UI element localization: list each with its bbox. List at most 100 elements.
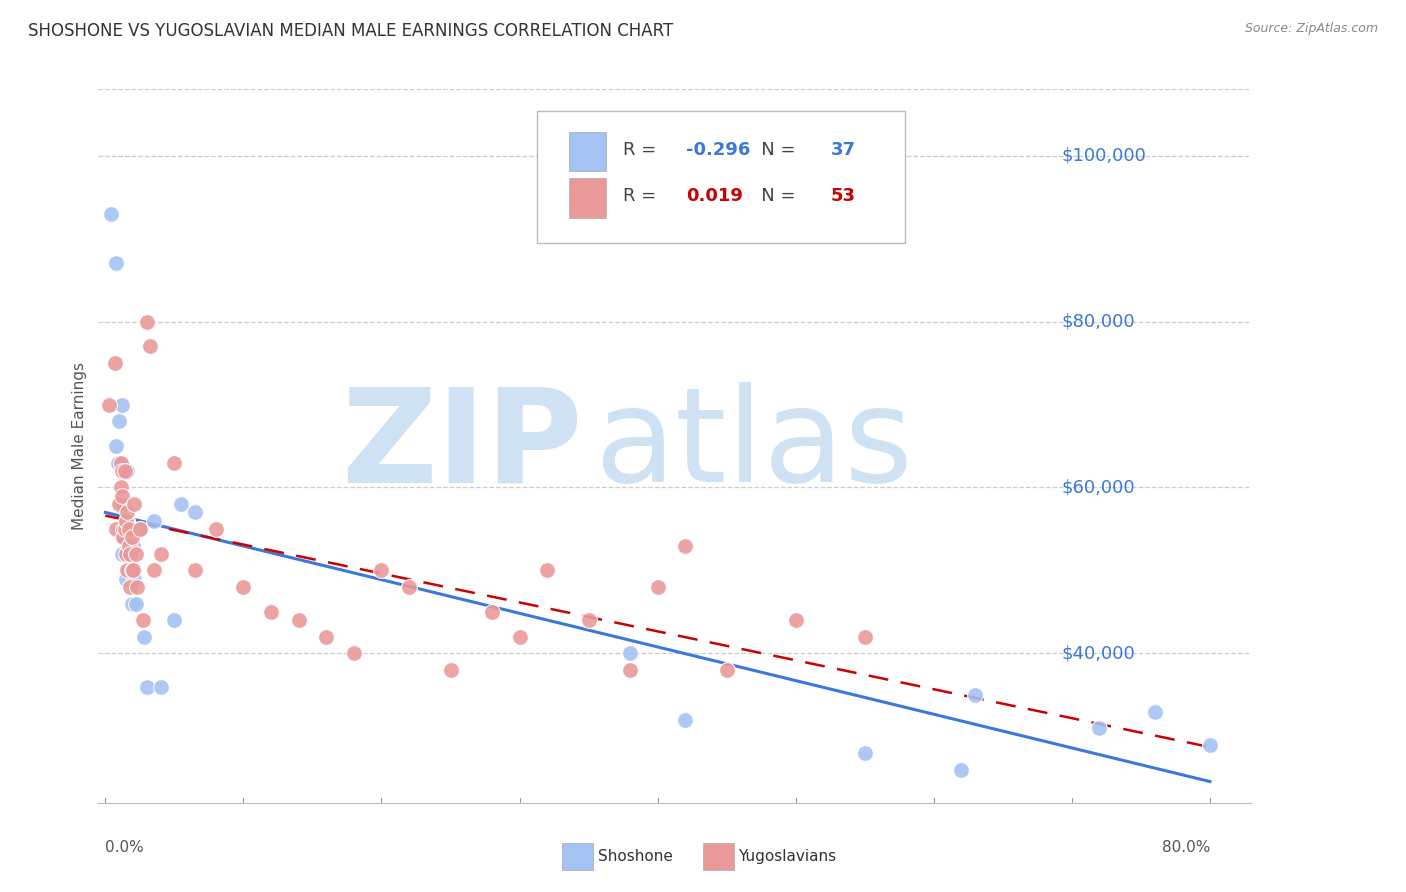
Text: 80.0%: 80.0% <box>1161 840 1211 855</box>
Point <box>135 314 157 328</box>
Point <box>716 663 738 677</box>
Point <box>619 663 641 677</box>
Point <box>232 580 254 594</box>
Point <box>105 522 128 536</box>
Point <box>111 489 134 503</box>
Text: $80,000: $80,000 <box>1062 312 1135 331</box>
Point <box>481 605 503 619</box>
Point <box>110 481 132 495</box>
Point <box>163 456 186 470</box>
Point <box>117 564 139 578</box>
Point <box>114 464 136 478</box>
Point <box>536 564 558 578</box>
Text: Shoshone: Shoshone <box>598 849 672 863</box>
Point <box>135 680 157 694</box>
Point <box>121 597 143 611</box>
Point <box>125 547 148 561</box>
FancyBboxPatch shape <box>569 178 606 218</box>
Point <box>509 630 531 644</box>
Text: R =: R = <box>623 141 662 159</box>
Point <box>124 572 146 586</box>
Point <box>785 613 807 627</box>
Text: $60,000: $60,000 <box>1062 478 1135 497</box>
Point <box>118 539 141 553</box>
Point <box>1088 721 1111 735</box>
Point <box>104 356 127 370</box>
Point <box>204 522 226 536</box>
Point <box>128 522 150 536</box>
Text: N =: N = <box>744 187 801 205</box>
Point <box>170 497 193 511</box>
Point <box>121 530 143 544</box>
Point <box>105 256 128 270</box>
Point <box>117 514 139 528</box>
Point <box>142 564 165 578</box>
Point <box>100 207 122 221</box>
Point <box>315 630 337 644</box>
Point <box>647 580 669 594</box>
Text: 37: 37 <box>831 141 855 159</box>
Point <box>965 688 987 702</box>
Point <box>117 464 139 478</box>
Text: 0.0%: 0.0% <box>105 840 143 855</box>
Point <box>105 439 128 453</box>
Text: ZIP: ZIP <box>342 383 582 509</box>
Point <box>114 522 136 536</box>
Point <box>149 680 172 694</box>
Point <box>112 522 135 536</box>
Point <box>122 539 145 553</box>
Y-axis label: Median Male Earnings: Median Male Earnings <box>72 362 87 530</box>
Text: $100,000: $100,000 <box>1062 146 1146 165</box>
Point <box>184 505 207 519</box>
Point <box>260 605 283 619</box>
Point <box>673 539 696 553</box>
Point <box>108 414 131 428</box>
Point <box>122 564 145 578</box>
Point <box>111 547 134 561</box>
Point <box>163 613 186 627</box>
Point <box>98 397 121 411</box>
Point <box>128 522 150 536</box>
Point <box>1199 738 1222 752</box>
Point <box>110 456 132 470</box>
Point <box>114 464 136 478</box>
Point <box>149 547 172 561</box>
Point <box>853 746 876 760</box>
Point <box>118 564 141 578</box>
Text: Yugoslavians: Yugoslavians <box>738 849 837 863</box>
Point <box>111 397 134 411</box>
Point <box>108 497 131 511</box>
Point <box>370 564 392 578</box>
Point <box>120 547 142 561</box>
FancyBboxPatch shape <box>537 111 905 243</box>
Text: 53: 53 <box>831 187 855 205</box>
Point <box>287 613 309 627</box>
Text: Source: ZipAtlas.com: Source: ZipAtlas.com <box>1244 22 1378 36</box>
Text: N =: N = <box>744 141 801 159</box>
Point <box>115 514 138 528</box>
Point <box>125 580 148 594</box>
Point <box>1143 705 1166 719</box>
Point <box>115 522 138 536</box>
Text: SHOSHONE VS YUGOSLAVIAN MEDIAN MALE EARNINGS CORRELATION CHART: SHOSHONE VS YUGOSLAVIAN MEDIAN MALE EARN… <box>28 22 673 40</box>
Point <box>112 497 135 511</box>
Point <box>398 580 420 594</box>
Point <box>124 497 146 511</box>
Point <box>117 505 139 519</box>
Point <box>142 514 165 528</box>
Point <box>120 580 142 594</box>
Text: 0.019: 0.019 <box>686 187 744 205</box>
Text: R =: R = <box>623 187 668 205</box>
Point <box>115 572 138 586</box>
Point <box>131 613 153 627</box>
Point <box>343 647 366 661</box>
Point <box>110 522 132 536</box>
Point <box>138 339 160 353</box>
Point <box>107 456 129 470</box>
Point <box>111 464 134 478</box>
Point <box>120 522 142 536</box>
Point <box>132 630 155 644</box>
Point <box>125 597 148 611</box>
Point <box>578 613 600 627</box>
Point <box>121 564 143 578</box>
